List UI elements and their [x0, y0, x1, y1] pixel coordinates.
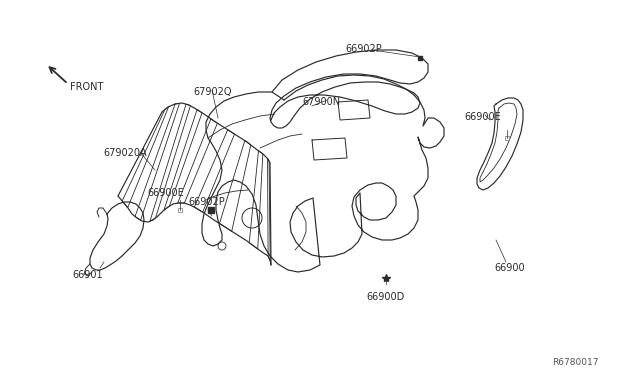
- Text: R6780017: R6780017: [552, 358, 598, 367]
- Text: 67902Q: 67902Q: [193, 87, 232, 97]
- Text: 67900N: 67900N: [302, 97, 340, 107]
- Text: 66901: 66901: [72, 270, 102, 280]
- Text: 66900E: 66900E: [147, 188, 184, 198]
- Text: FRONT: FRONT: [70, 82, 104, 92]
- Text: 679020A: 679020A: [103, 148, 147, 158]
- Text: 66900D: 66900D: [366, 292, 404, 302]
- Text: 66900E: 66900E: [464, 112, 500, 122]
- Text: 66902P: 66902P: [188, 197, 225, 207]
- Text: 66900: 66900: [494, 263, 525, 273]
- Text: 66902P: 66902P: [345, 44, 381, 54]
